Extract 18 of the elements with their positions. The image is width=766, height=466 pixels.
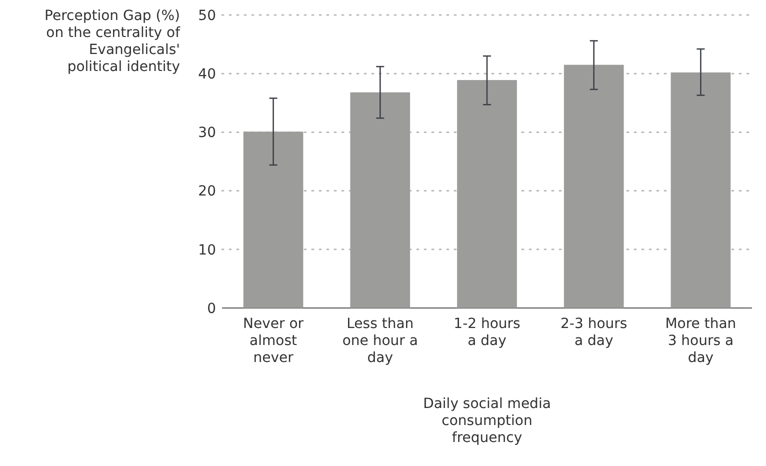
x-tick-label: 1-2 hours a day [454, 316, 520, 349]
bar [243, 132, 304, 308]
bar [350, 92, 410, 308]
y-axis-title: Perception Gap (%) on the centrality of Evangelicals' political identity [44, 8, 182, 75]
y-tick-label: 0 [207, 300, 216, 317]
y-tick-label: 50 [198, 8, 216, 24]
y-tick-label: 20 [198, 184, 216, 200]
x-tick-label: Never or almost never [243, 316, 304, 366]
y-tick-label: 40 [198, 66, 216, 82]
x-axis-title: Daily social media consumption frequency [423, 396, 551, 446]
x-tick-label: More than 3 hours a day [665, 316, 736, 366]
x-tick-label: 2-3 hours a day [560, 316, 628, 349]
bar [564, 64, 624, 308]
y-tick-label: 10 [198, 242, 216, 258]
bar [670, 72, 731, 308]
bar [457, 80, 517, 308]
x-tick-label: Less than one hour a day [342, 316, 418, 366]
y-tick-label: 30 [198, 125, 216, 142]
